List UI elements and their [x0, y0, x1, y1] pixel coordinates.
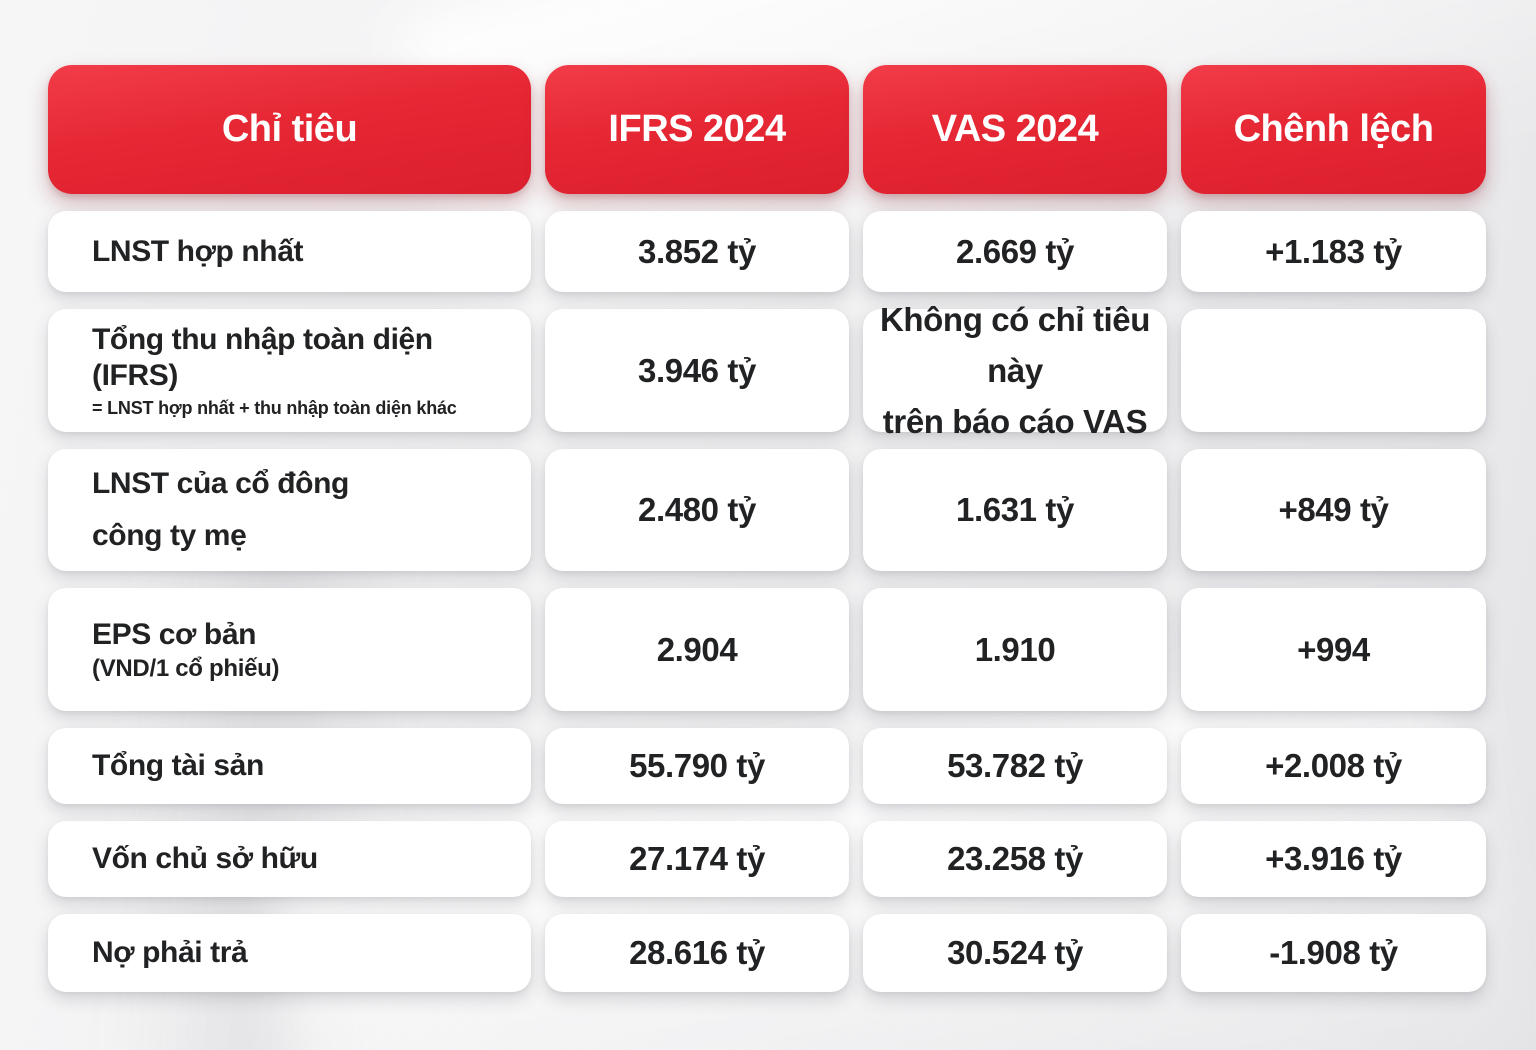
value-cell-diff: +994 — [1181, 588, 1486, 711]
value-cell-ifrs: 3.946 tỷ — [545, 309, 849, 432]
row-label-lnst-hop-nhat: LNST hợp nhất — [48, 211, 531, 292]
row-label-lnst-co-dong-me: LNST của cổ đông công ty mẹ — [48, 449, 531, 571]
value-cell-ifrs: 28.616 tỷ — [545, 914, 849, 992]
value-cell-ifrs: 2.480 tỷ — [545, 449, 849, 571]
value-cell-vas: 30.524 tỷ — [863, 914, 1167, 992]
header-cell-chenh-lech: Chênh lệch — [1181, 65, 1486, 194]
value-cell-diff: +3.916 tỷ — [1181, 821, 1486, 897]
value-cell-vas: 1.910 — [863, 588, 1167, 711]
row-label-text: Tổng thu nhập toàn diện (IFRS) — [92, 323, 433, 392]
header-cell-chi-tieu: Chỉ tiêu — [48, 65, 531, 194]
row-label-text: Vốn chủ sở hữu — [92, 842, 318, 875]
value-cell-diff: -1.908 tỷ — [1181, 914, 1486, 992]
value-cell-diff-empty — [1181, 309, 1486, 432]
value-cell-ifrs: 2.904 — [545, 588, 849, 711]
value-cell-ifrs: 3.852 tỷ — [545, 211, 849, 292]
row-label-text: Tổng tài sản — [92, 749, 264, 782]
row-label-stack: Tổng thu nhập toàn diện (IFRS) = LNST hợ… — [92, 322, 507, 419]
comparison-table: Chỉ tiêu IFRS 2024 VAS 2024 Chênh lệch L… — [48, 65, 1486, 992]
row-label-tong-thu-nhap-toan-dien: Tổng thu nhập toàn diện (IFRS) = LNST hợ… — [48, 309, 531, 432]
header-cell-ifrs-2024: IFRS 2024 — [545, 65, 849, 194]
value-cell-ifrs: 55.790 tỷ — [545, 728, 849, 804]
row-label-text: EPS cơ bản — [92, 617, 257, 651]
value-cell-vas: 23.258 tỷ — [863, 821, 1167, 897]
value-cell-diff: +1.183 tỷ — [1181, 211, 1486, 292]
row-label-subtext: = LNST hợp nhất + thu nhập toàn diện khá… — [92, 398, 457, 418]
value-cell-vas: 2.669 tỷ — [863, 211, 1167, 292]
value-cell-diff: +2.008 tỷ — [1181, 728, 1486, 804]
row-label-text: LNST hợp nhất — [92, 234, 304, 268]
value-cell-vas: 1.631 tỷ — [863, 449, 1167, 571]
row-label-stack: EPS cơ bản (VND/1 cổ phiếu) — [92, 617, 280, 683]
row-label-tong-tai-san: Tổng tài sản — [48, 728, 531, 804]
row-label-text: LNST của cổ đông công ty mẹ — [92, 466, 349, 553]
value-cell-vas: 53.782 tỷ — [863, 728, 1167, 804]
value-cell-diff: +849 tỷ — [1181, 449, 1486, 571]
row-label-text: Nợ phải trả — [92, 936, 248, 969]
header-cell-vas-2024: VAS 2024 — [863, 65, 1167, 194]
value-cell-vas-note: Không có chỉ tiêu này trên báo cáo VAS — [863, 301, 1167, 440]
row-label-eps-co-ban: EPS cơ bản (VND/1 cổ phiếu) — [48, 588, 531, 711]
value-cell-ifrs: 27.174 tỷ — [545, 821, 849, 897]
row-label-subtext: (VND/1 cổ phiếu) — [92, 654, 280, 682]
row-label-no-phai-tra: Nợ phải trả — [48, 914, 531, 992]
row-label-von-chu-so-huu: Vốn chủ sở hữu — [48, 821, 531, 897]
